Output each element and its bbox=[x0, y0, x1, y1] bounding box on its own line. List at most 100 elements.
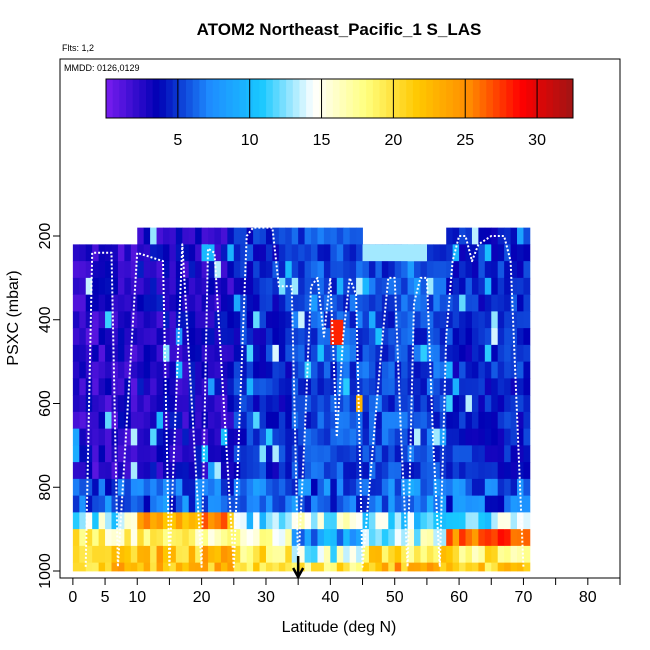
heatmap-cell bbox=[201, 529, 209, 547]
heatmap-cell bbox=[504, 378, 511, 396]
heatmap-cell bbox=[285, 277, 293, 296]
heatmap-cell bbox=[285, 462, 293, 480]
heatmap-cell bbox=[291, 361, 299, 379]
heatmap-cell bbox=[124, 395, 132, 413]
heatmap-cell bbox=[343, 311, 351, 329]
heatmap-cell bbox=[143, 395, 151, 413]
heatmap-cell bbox=[124, 562, 132, 572]
heatmap-cell bbox=[304, 562, 312, 572]
heatmap-cell bbox=[182, 227, 190, 245]
heatmap-cell bbox=[407, 462, 415, 480]
heatmap-cell bbox=[246, 562, 254, 572]
heatmap-cell bbox=[414, 294, 421, 312]
heatmap-cell bbox=[208, 344, 215, 363]
heatmap-cell bbox=[349, 395, 357, 413]
heatmap-cell bbox=[311, 261, 318, 279]
heatmap-cell bbox=[272, 512, 280, 530]
heatmap-cell bbox=[124, 344, 132, 363]
heatmap-cell bbox=[72, 261, 80, 279]
heatmap-cell bbox=[465, 529, 473, 547]
heatmap-cell bbox=[195, 261, 203, 279]
heatmap-cell bbox=[388, 562, 396, 572]
heatmap-cell bbox=[278, 562, 286, 572]
heatmap-cell bbox=[150, 277, 157, 296]
heatmap-cell bbox=[285, 361, 293, 379]
heatmap-cell bbox=[471, 227, 479, 245]
heatmap-cell bbox=[79, 445, 87, 463]
heatmap-cell bbox=[368, 378, 376, 396]
heatmap-cell bbox=[253, 562, 260, 572]
heatmap-cell bbox=[130, 411, 138, 430]
heatmap-cell bbox=[246, 529, 254, 547]
heatmap-cell bbox=[162, 562, 170, 572]
heatmap-cell bbox=[414, 478, 421, 497]
heatmap-cell bbox=[175, 294, 183, 312]
heatmap-cell bbox=[240, 462, 248, 480]
heatmap-cell bbox=[253, 411, 260, 430]
heatmap-cell bbox=[246, 512, 254, 530]
heatmap-cell bbox=[517, 495, 524, 513]
heatmap-cell bbox=[356, 311, 363, 329]
heatmap-cell bbox=[117, 344, 125, 363]
heatmap-cell bbox=[85, 545, 93, 564]
heatmap-cell bbox=[195, 328, 203, 346]
colorbar-swatch bbox=[266, 79, 274, 118]
heatmap-cell bbox=[323, 512, 331, 530]
heatmap-cell bbox=[388, 378, 396, 396]
heatmap-cell bbox=[452, 428, 460, 446]
heatmap-cell bbox=[85, 462, 93, 480]
heatmap-cell bbox=[259, 395, 267, 413]
chart-title: ATOM2 Northeast_Pacific_1 S_LAS bbox=[197, 20, 482, 39]
heatmap-cell bbox=[124, 244, 132, 262]
heatmap-cell bbox=[362, 495, 370, 513]
heatmap-cell bbox=[253, 462, 260, 480]
heatmap-cell bbox=[143, 411, 151, 430]
heatmap-cell bbox=[278, 227, 286, 245]
heatmap-cell bbox=[233, 361, 241, 379]
heatmap-cell bbox=[169, 395, 177, 413]
heatmap-cell bbox=[459, 277, 466, 296]
heatmap-cell bbox=[336, 512, 344, 530]
heatmap-cell bbox=[169, 328, 177, 346]
heatmap-cell bbox=[323, 529, 331, 547]
heatmap-cell bbox=[278, 495, 286, 513]
heatmap-cell bbox=[111, 512, 119, 530]
heatmap-cell bbox=[497, 562, 505, 572]
heatmap-cell bbox=[246, 411, 254, 430]
heatmap-cell bbox=[169, 344, 177, 363]
heatmap-cell bbox=[105, 562, 112, 572]
heatmap-cell bbox=[92, 462, 100, 480]
colorbar-swatch bbox=[539, 79, 547, 118]
heatmap-cell bbox=[124, 294, 132, 312]
heatmap-cell bbox=[182, 462, 190, 480]
colorbar-swatch bbox=[419, 79, 427, 118]
heatmap-cell bbox=[246, 395, 254, 413]
heatmap-cell bbox=[111, 244, 119, 262]
heatmap-cell bbox=[304, 244, 312, 262]
heatmap-cell bbox=[201, 311, 209, 329]
heatmap-cell bbox=[446, 545, 454, 564]
heatmap-cell bbox=[381, 395, 389, 413]
heatmap-cell bbox=[188, 529, 196, 547]
heatmap-cell bbox=[356, 361, 363, 379]
heatmap-cell bbox=[510, 311, 518, 329]
heatmap-cell bbox=[523, 478, 531, 497]
heatmap-cell bbox=[368, 344, 376, 363]
heatmap-cell bbox=[259, 277, 267, 296]
heatmap-cell bbox=[336, 277, 344, 296]
heatmap-cell bbox=[407, 478, 415, 497]
heatmap-cell bbox=[452, 378, 460, 396]
heatmap-cell bbox=[439, 545, 447, 564]
heatmap-cell bbox=[497, 411, 505, 430]
heatmap-cell bbox=[323, 294, 331, 312]
heatmap-cell bbox=[265, 361, 273, 379]
heatmap-cell bbox=[439, 512, 447, 530]
colorbar-swatch bbox=[259, 79, 267, 118]
heatmap-cell bbox=[317, 277, 325, 296]
colorbar-swatch bbox=[346, 79, 354, 118]
heatmap-cell bbox=[484, 344, 492, 363]
heatmap-cell bbox=[85, 378, 93, 396]
heatmap-cell bbox=[439, 344, 447, 363]
heatmap-cell bbox=[156, 227, 164, 245]
heatmap-cell bbox=[407, 378, 415, 396]
